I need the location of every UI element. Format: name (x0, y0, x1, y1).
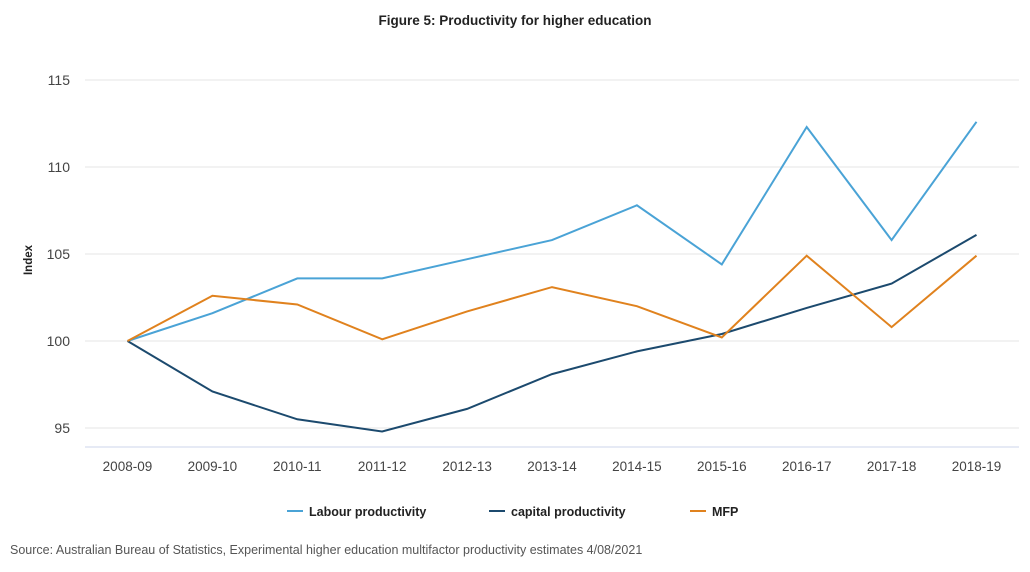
data-point-capital-productivity[interactable] (293, 415, 301, 423)
series-line-capital-productivity[interactable] (126, 234, 977, 433)
chart-title: Figure 5: Productivity for higher educat… (378, 13, 651, 28)
x-tick-label: 2017-18 (867, 459, 917, 474)
x-tick-label: 2014-15 (612, 459, 662, 474)
data-point-mfp[interactable] (548, 283, 556, 291)
x-tick-label: 2009-10 (188, 459, 238, 474)
y-tick-label: 105 (47, 246, 71, 262)
y-tick-label: 110 (48, 159, 71, 175)
series-lines (123, 118, 981, 435)
data-point-labour-productivity[interactable] (633, 201, 641, 209)
x-tick-label: 2018-19 (952, 459, 1002, 474)
y-tick-label: 100 (47, 333, 71, 349)
data-point-labour-productivity[interactable] (463, 255, 471, 263)
data-point-mfp[interactable] (293, 300, 301, 308)
y-axis-ticks: 95 100 105 110 115 (47, 72, 71, 436)
data-point-mfp[interactable] (718, 334, 726, 342)
y-tick-label: 95 (54, 420, 70, 436)
x-tick-label: 2010-11 (273, 459, 322, 474)
source-note: Source: Australian Bureau of Statistics,… (10, 543, 642, 557)
series-capital-productivity (126, 231, 981, 435)
x-tick-label: 2011-12 (358, 459, 407, 474)
series-line-mfp[interactable] (127, 254, 978, 342)
x-tick-label: 2008-09 (103, 459, 153, 474)
data-point-mfp[interactable] (208, 292, 216, 300)
legend-item-mfp[interactable]: MFP (690, 505, 738, 519)
data-point-capital-productivity[interactable] (973, 231, 981, 239)
data-point-labour-productivity[interactable] (888, 236, 896, 244)
legend-label: capital productivity (511, 505, 626, 519)
data-point-mfp[interactable] (463, 307, 471, 315)
data-point-capital-productivity[interactable] (208, 387, 216, 395)
data-point-labour-productivity[interactable] (208, 309, 216, 317)
x-tick-label: 2015-16 (697, 459, 747, 474)
y-axis-label: Index (23, 244, 35, 275)
y-tick-label: 115 (48, 72, 71, 88)
legend-label: Labour productivity (309, 505, 426, 519)
data-point-mfp[interactable] (888, 323, 896, 331)
legend-item-labour-productivity[interactable]: Labour productivity (287, 505, 426, 519)
data-point-mfp[interactable] (123, 337, 131, 345)
data-point-capital-productivity[interactable] (463, 405, 471, 413)
x-axis-ticks: 2008-09 2009-10 2010-11 2011-12 2012-13 2013-… (103, 459, 1002, 474)
legend-item-capital-productivity[interactable]: capital productivity (489, 505, 626, 519)
x-tick-label: 2013-14 (527, 459, 577, 474)
data-point-mfp[interactable] (803, 252, 811, 260)
data-point-capital-productivity[interactable] (803, 304, 811, 312)
data-point-capital-productivity[interactable] (888, 280, 896, 288)
x-tick-label: 2016-17 (782, 459, 832, 474)
data-point-labour-productivity[interactable] (293, 274, 301, 282)
data-point-labour-productivity[interactable] (803, 123, 811, 131)
series-line-labour-productivity[interactable] (127, 121, 978, 342)
data-point-mfp[interactable] (973, 252, 981, 260)
data-point-labour-productivity[interactable] (378, 274, 386, 282)
data-point-capital-productivity[interactable] (548, 370, 556, 378)
gridlines (85, 79, 1019, 448)
legend: Labour productivity capital productivity M… (287, 505, 738, 519)
data-point-mfp[interactable] (633, 302, 641, 310)
x-tick-label: 2012-13 (442, 459, 492, 474)
data-point-capital-productivity[interactable] (378, 427, 386, 435)
series-labour-productivity (127, 118, 981, 342)
data-point-labour-productivity[interactable] (973, 118, 981, 126)
data-point-capital-productivity[interactable] (633, 347, 641, 355)
data-point-mfp[interactable] (378, 335, 386, 343)
legend-label: MFP (712, 505, 738, 519)
data-point-labour-productivity[interactable] (718, 260, 726, 268)
series-mfp (123, 252, 981, 345)
data-point-labour-productivity[interactable] (548, 236, 556, 244)
